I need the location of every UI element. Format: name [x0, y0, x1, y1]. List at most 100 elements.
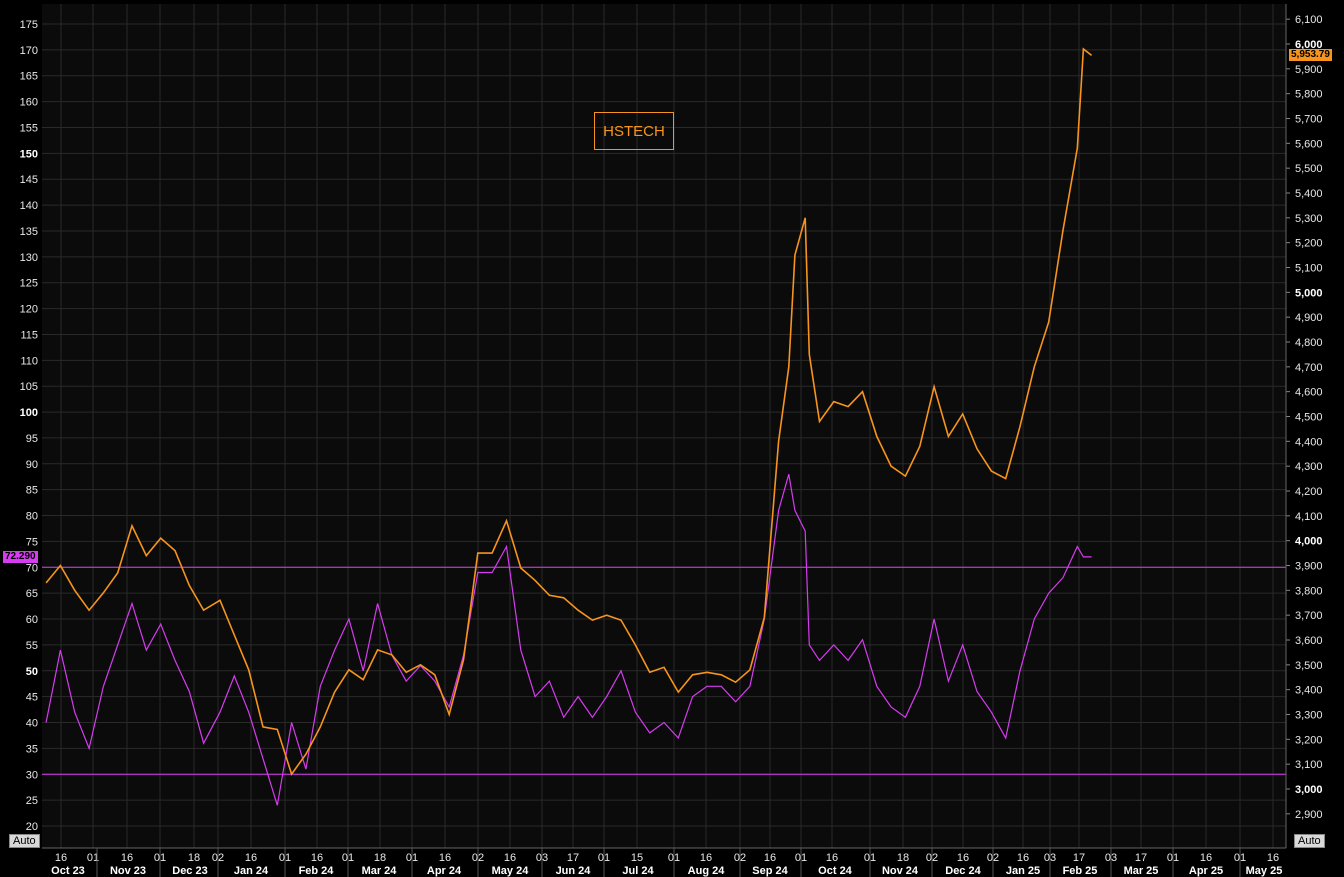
x-day-label: 16 — [764, 852, 776, 864]
right-tick-label: 3,700 — [1295, 610, 1323, 622]
x-month-label: Dec 24 — [945, 865, 981, 877]
right-tick-label: 3,600 — [1295, 635, 1323, 647]
right-tick-label: 5,000 — [1295, 287, 1323, 299]
left-tick-label: 115 — [20, 329, 38, 341]
right-tick-label: 4,500 — [1295, 412, 1323, 424]
x-day-label: 16 — [439, 852, 451, 864]
x-month-label: Dec 23 — [172, 865, 207, 877]
left-tick-label: 45 — [26, 692, 38, 704]
left-tick-label: 100 — [20, 407, 38, 419]
left-tick-label: 135 — [20, 226, 38, 238]
left-tick-label: 150 — [20, 148, 38, 160]
right-tick-label: 4,400 — [1295, 436, 1323, 448]
x-day-label: 16 — [1200, 852, 1212, 864]
left-axis-auto-button[interactable]: Auto — [9, 834, 40, 848]
right-tick-label: 6,000 — [1295, 39, 1323, 51]
x-month-label: Jan 25 — [1006, 865, 1040, 877]
right-tick-label: 3,100 — [1295, 759, 1323, 771]
right-tick-label: 5,200 — [1295, 238, 1323, 250]
left-tick-label: 125 — [20, 278, 38, 290]
right-tick-label: 5,600 — [1295, 138, 1323, 150]
x-month-label: Mar 24 — [362, 865, 398, 877]
left-tick-label: 30 — [26, 769, 38, 781]
price-line — [45, 47, 1093, 776]
x-day-label: 16 — [826, 852, 838, 864]
right-tick-label: 2,900 — [1295, 809, 1323, 821]
right-tick-label: 3,900 — [1295, 561, 1323, 573]
x-day-label: 17 — [1073, 852, 1085, 864]
right-tick-label: 4,700 — [1295, 362, 1323, 374]
right-axis-auto-button[interactable]: Auto — [1294, 834, 1325, 848]
x-month-label: Feb 25 — [1063, 865, 1098, 877]
left-tick-label: 80 — [26, 511, 38, 523]
x-month-label: Apr 25 — [1189, 865, 1223, 877]
x-month-label: Jan 24 — [234, 865, 269, 877]
price-series — [45, 47, 1093, 776]
left-tick-label: 20 — [26, 821, 38, 833]
right-tick-label: 4,100 — [1295, 511, 1323, 523]
right-tick-label: 6,100 — [1295, 14, 1323, 26]
right-tick-label: 3,800 — [1295, 585, 1323, 597]
x-day-label: 16 — [245, 852, 257, 864]
left-tick-label: 145 — [20, 174, 38, 186]
left-tick-label: 75 — [26, 536, 38, 548]
x-day-label: 18 — [188, 852, 200, 864]
left-tick-label: 130 — [20, 252, 38, 264]
left-tick-label: 70 — [26, 562, 38, 574]
x-day-label: 16 — [1017, 852, 1029, 864]
right-tick-label: 4,200 — [1295, 486, 1323, 498]
left-tick-label: 140 — [20, 200, 38, 212]
left-tick-label: 65 — [26, 588, 38, 600]
left-tick-label: 85 — [26, 485, 38, 497]
x-day-label: 16 — [311, 852, 323, 864]
x-month-label: May 24 — [492, 865, 530, 877]
x-month-label: Apr 24 — [427, 865, 462, 877]
x-month-label: Nov 24 — [882, 865, 919, 877]
left-tick-label: 165 — [20, 71, 38, 83]
x-day-label: 16 — [700, 852, 712, 864]
x-month-label: Oct 23 — [51, 865, 85, 877]
right-tick-label: 4,000 — [1295, 536, 1323, 548]
x-month-label: Jun 24 — [556, 865, 592, 877]
x-day-label: 16 — [55, 852, 67, 864]
left-axis: 175 170 165 160 155 150 145 140 135 130 125 120 115 1… — [20, 19, 38, 833]
right-tick-label: 3,400 — [1295, 685, 1323, 697]
x-day-label: 17 — [567, 852, 579, 864]
x-month-label: Aug 24 — [688, 865, 726, 877]
left-tick-label: 35 — [26, 743, 38, 755]
right-tick-label: 3,200 — [1295, 734, 1323, 746]
x-month-label: Feb 24 — [299, 865, 335, 877]
left-tick-label: 60 — [26, 614, 38, 626]
x-day-label: 16 — [957, 852, 969, 864]
right-tick-label: 5,700 — [1295, 114, 1323, 126]
left-tick-label: 40 — [26, 718, 38, 730]
gridlines — [42, 4, 1286, 848]
x-day-label: 18 — [374, 852, 386, 864]
x-day-label: 01 — [87, 852, 99, 864]
right-tick-label: 4,300 — [1295, 461, 1323, 473]
left-tick-label: 175 — [20, 19, 38, 31]
right-tick-label: 5,900 — [1295, 64, 1323, 76]
left-tick-label: 155 — [20, 122, 38, 134]
left-tick-label: 25 — [26, 795, 38, 807]
x-day-label: 18 — [897, 852, 909, 864]
x-month-label: Jul 24 — [622, 865, 654, 877]
right-tick-label: 5,800 — [1295, 89, 1323, 101]
right-tick-label: 3,000 — [1295, 784, 1323, 796]
x-month-label: Nov 23 — [110, 865, 146, 877]
x-day-label: 15 — [631, 852, 643, 864]
right-tick-label: 5,300 — [1295, 213, 1323, 225]
rsi-line — [45, 474, 1092, 806]
x-axis: 16 01 16 01 18 02 16 01 16 01 18 01 16 02 16 03 17 01 15 01… — [42, 847, 1286, 877]
rsi-levels — [42, 566, 1286, 775]
price-last-value-tag: 5,953.79 — [1289, 49, 1332, 62]
left-tick-label: 90 — [26, 459, 38, 471]
left-tick-label: 160 — [20, 97, 38, 109]
left-tick-label: 95 — [26, 433, 38, 445]
legend-hstech: HSTECH — [594, 112, 674, 150]
x-day-label: 16 — [504, 852, 516, 864]
x-day-label: 16 — [121, 852, 133, 864]
right-tick-label: 4,800 — [1295, 337, 1323, 349]
right-tick-label: 5,400 — [1295, 188, 1323, 200]
